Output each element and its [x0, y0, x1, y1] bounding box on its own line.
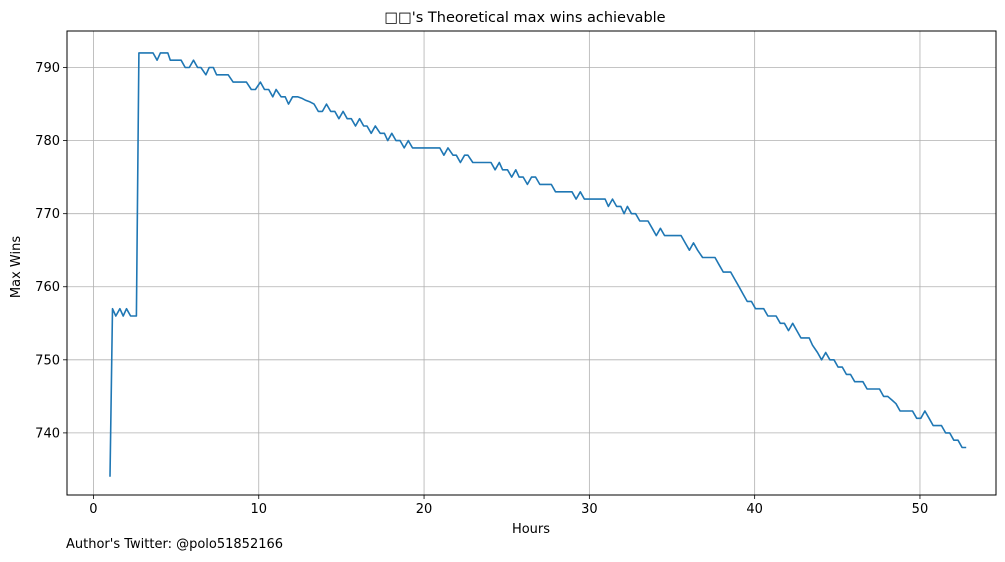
- tick-layer: 0 10 20 30 40 50 740 750 760 770 780 790: [35, 61, 928, 517]
- y-tick-label: 790: [35, 61, 60, 76]
- grid-lines: [67, 31, 996, 495]
- x-tick-label: 20: [416, 502, 433, 517]
- x-tick-label: 10: [250, 502, 267, 517]
- y-tick-label: 780: [35, 134, 60, 149]
- y-tick-label: 740: [35, 426, 60, 441]
- x-tick-label: 0: [89, 502, 97, 517]
- axes-frame: [66, 30, 997, 496]
- chart-title: □□'s Theoretical max wins achievable: [384, 10, 665, 26]
- y-tick-label: 750: [35, 353, 60, 368]
- x-tick-label: 50: [912, 502, 929, 517]
- author-credit: Author's Twitter: @polo51852166: [66, 537, 284, 552]
- x-tick-label: 30: [581, 502, 598, 517]
- x-tick-label: 40: [746, 502, 763, 517]
- series-line-0: [109, 52, 967, 477]
- y-tick-label: 760: [35, 280, 60, 295]
- x-axis-label: Hours: [512, 522, 550, 537]
- y-tick-label: 770: [35, 207, 60, 222]
- series-layer: [109, 52, 967, 477]
- y-axis-label: Max Wins: [9, 236, 24, 298]
